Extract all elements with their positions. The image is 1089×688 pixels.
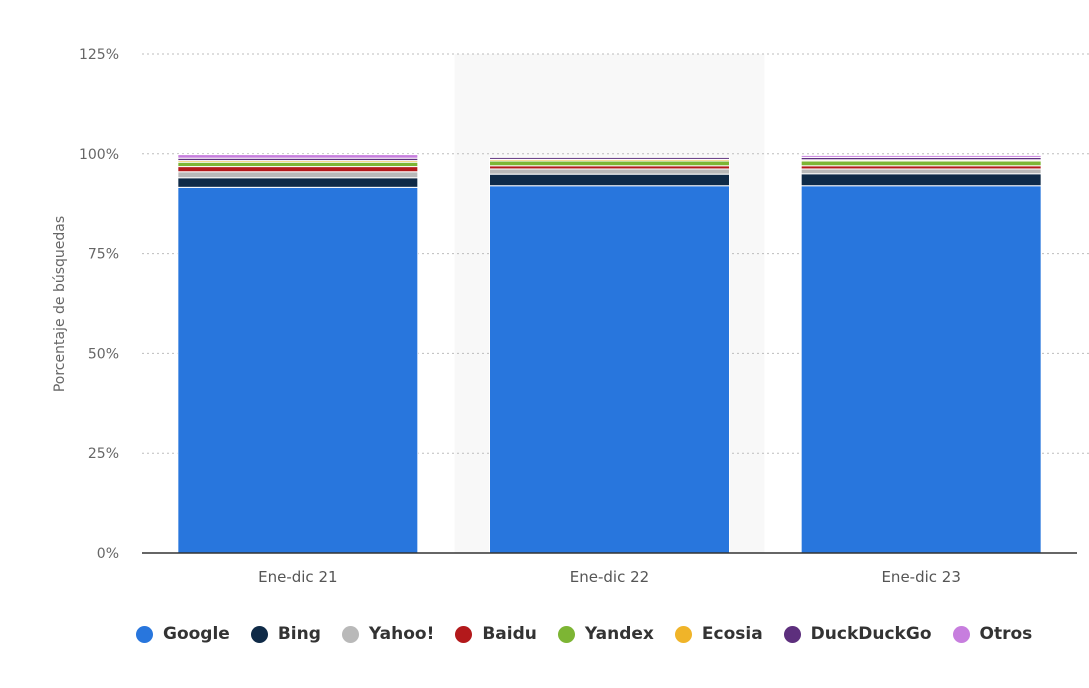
bar-segment-yahoo-[interactable] [177,171,419,179]
y-axis-label: Porcentaje de búsquedas [52,216,68,392]
y-tick-label: 75% [88,247,119,263]
legend-label: Otros [979,624,1033,644]
legend-label: Google [163,624,230,644]
legend-marker-icon [136,625,153,643]
bar-segment-otros[interactable] [177,154,419,159]
legend-marker-icon [557,625,575,643]
legend-label: Yandex [584,624,654,644]
legend-marker-icon [341,625,359,643]
bar-segment-yahoo-[interactable] [489,168,730,175]
legend-label: Bing [277,624,321,644]
legend-item-ecosia[interactable]: Ecosia [674,624,763,644]
bar-segment-google[interactable] [489,185,730,554]
legend-marker-icon [250,625,268,643]
legend-marker-icon [674,625,692,643]
y-tick-label: 125% [79,47,119,63]
bar-segment-bing[interactable] [489,173,730,187]
legend: Google Bing Yahoo! Baidu Yandex Ecosia DuckDuc… [0,624,1089,644]
x-tick-label: Ene-dic 23 [881,568,960,586]
legend-label: Ecosia [701,624,763,644]
legend-item-google[interactable]: Google [136,624,230,644]
stacked-bar-chart: 0% 25% 50% 75% 100% 125% Ene-dic 21 Ene-dic 22… [52,47,1089,586]
legend-marker-icon [783,625,801,643]
y-tick-label: 25% [88,446,119,462]
bar-segment-yandex[interactable] [177,161,419,168]
bar-segment-duckduckgo[interactable] [489,156,730,160]
legend-item-bing[interactable]: Bing [250,624,321,644]
bar-segment-baidu[interactable] [177,166,419,173]
y-tick-label: 0% [97,546,119,562]
legend-item-yandex[interactable]: Yandex [557,624,654,644]
legend-item-otros[interactable]: Otros [952,624,1033,644]
bar-segment-yandex[interactable] [800,160,1042,167]
legend-item-yahoo-[interactable]: Yahoo! [341,624,435,644]
legend-marker-icon [455,625,473,643]
bar-segment-bing[interactable] [800,173,1042,187]
bar-segment-yandex[interactable] [489,160,730,167]
x-tick-label: Ene-dic 21 [258,568,337,586]
legend-label: DuckDuckGo [810,624,932,644]
legend-label: Baidu [482,624,537,644]
legend-item-duckduckgo[interactable]: DuckDuckGo [783,624,932,644]
bar-segment-google[interactable] [800,185,1042,554]
y-tick-label: 50% [88,346,119,362]
bar-segment-bing[interactable] [177,177,419,188]
bar-segment-yahoo-[interactable] [800,168,1042,175]
x-tick-label: Ene-dic 22 [570,568,649,586]
legend-marker-icon [952,625,970,643]
legend-item-baidu[interactable]: Baidu [455,624,537,644]
y-tick-label: 100% [79,147,119,163]
bar-segment-otros[interactable] [800,154,1042,158]
bar-segment-google[interactable] [177,186,419,554]
legend-label: Yahoo! [368,624,435,644]
